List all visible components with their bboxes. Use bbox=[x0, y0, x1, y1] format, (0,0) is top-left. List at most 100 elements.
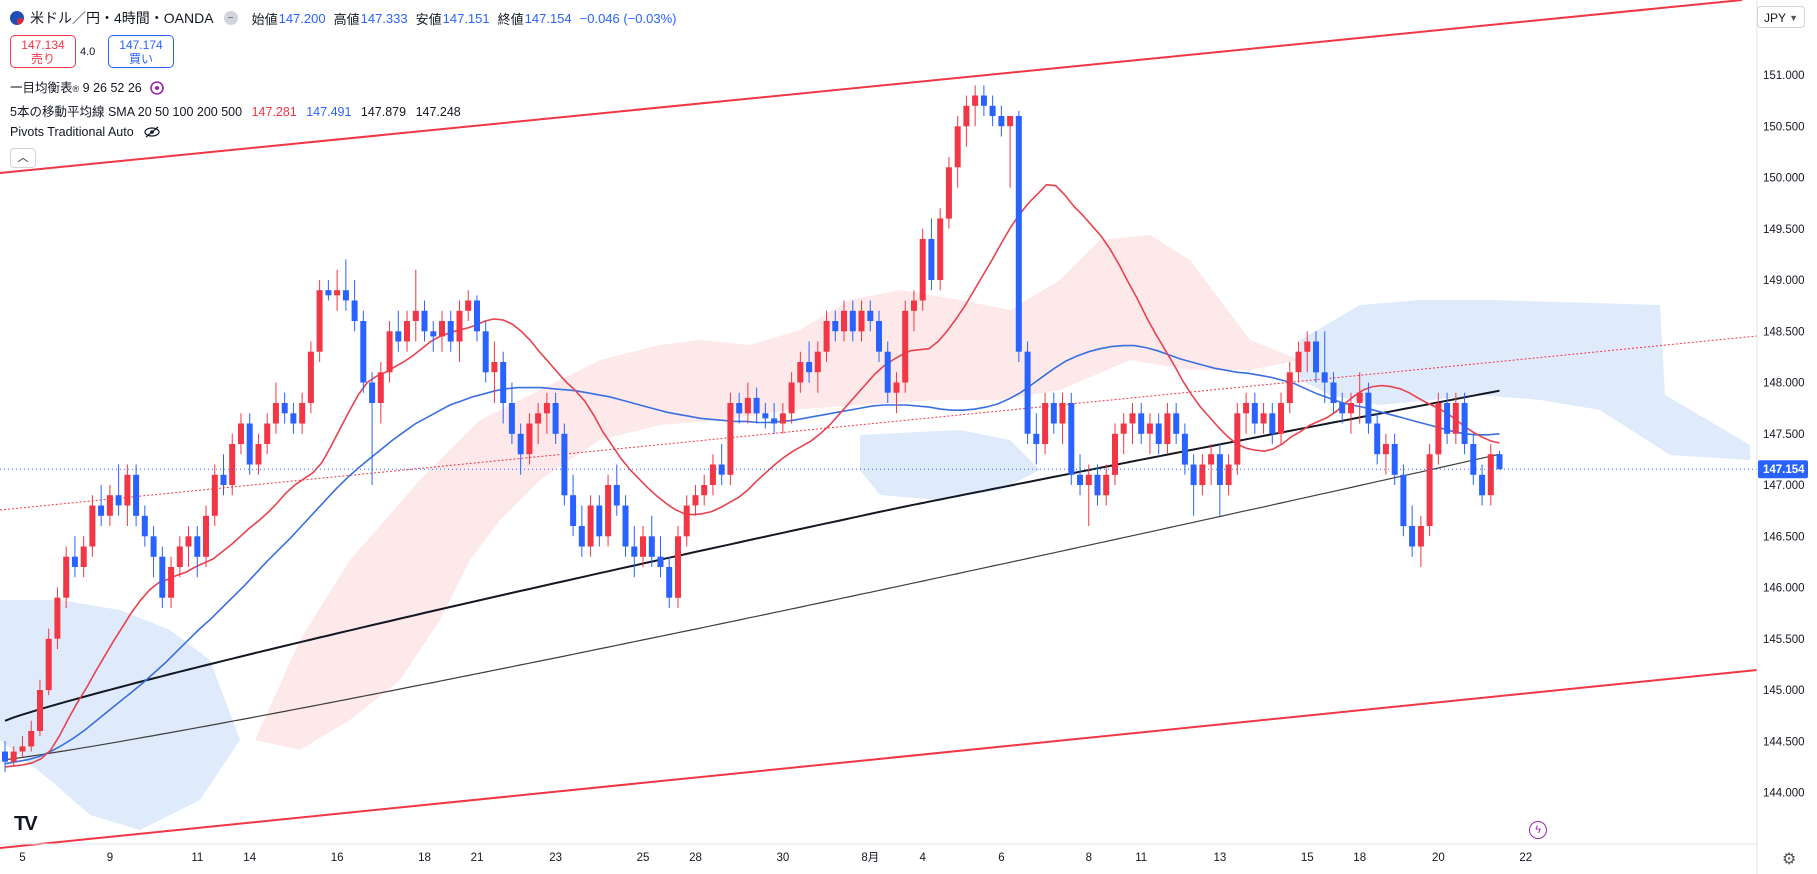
sma50-line[interactable] bbox=[4, 344, 1500, 765]
candle[interactable] bbox=[456, 300, 463, 363]
candle[interactable] bbox=[1173, 403, 1180, 444]
candle[interactable] bbox=[377, 362, 384, 424]
candle[interactable] bbox=[1461, 392, 1468, 455]
lower-channel-line[interactable] bbox=[0, 669, 1758, 849]
candle[interactable] bbox=[439, 310, 445, 352]
candle[interactable] bbox=[928, 218, 935, 291]
candle[interactable] bbox=[1417, 515, 1424, 567]
candle[interactable] bbox=[1330, 372, 1337, 414]
candle[interactable] bbox=[701, 474, 708, 506]
candle[interactable] bbox=[474, 295, 480, 342]
candle[interactable] bbox=[185, 526, 192, 567]
candle[interactable] bbox=[963, 95, 970, 147]
candle[interactable] bbox=[648, 515, 655, 567]
candle[interactable] bbox=[867, 300, 874, 332]
candle[interactable] bbox=[692, 485, 699, 516]
candle[interactable] bbox=[141, 505, 148, 547]
sma-legend[interactable]: 5本の移動平均線 SMA 20 50 100 200 500 147.281 1… bbox=[10, 101, 461, 120]
candle[interactable] bbox=[945, 157, 952, 229]
candle[interactable] bbox=[307, 341, 314, 414]
candle[interactable] bbox=[89, 495, 96, 557]
candle[interactable] bbox=[1059, 392, 1066, 444]
candle[interactable] bbox=[19, 736, 26, 757]
candle[interactable] bbox=[989, 95, 996, 127]
pivots-legend[interactable]: Pivots Traditional Auto bbox=[10, 125, 161, 139]
candle[interactable] bbox=[421, 300, 428, 342]
candle[interactable] bbox=[1426, 444, 1433, 537]
candle[interactable] bbox=[1356, 372, 1363, 424]
candle[interactable] bbox=[1112, 423, 1118, 486]
candle[interactable] bbox=[150, 526, 157, 578]
candle[interactable] bbox=[1251, 392, 1258, 434]
candle[interactable] bbox=[404, 310, 410, 352]
candle[interactable] bbox=[1181, 423, 1188, 475]
candle[interactable] bbox=[1286, 362, 1293, 414]
candle[interactable] bbox=[1243, 392, 1250, 434]
candle[interactable] bbox=[718, 444, 725, 485]
candle[interactable] bbox=[45, 628, 52, 696]
candle[interactable] bbox=[570, 474, 577, 537]
candle[interactable] bbox=[54, 587, 61, 650]
candle[interactable] bbox=[1295, 341, 1302, 383]
candle[interactable] bbox=[386, 321, 393, 383]
candle[interactable] bbox=[1129, 403, 1136, 444]
plot-area[interactable] bbox=[0, 0, 1757, 844]
candle[interactable] bbox=[115, 464, 122, 516]
candle[interactable] bbox=[255, 433, 262, 475]
candle[interactable] bbox=[841, 300, 847, 342]
candle[interactable] bbox=[71, 536, 78, 578]
candle[interactable] bbox=[666, 556, 673, 608]
candle[interactable] bbox=[2, 741, 8, 772]
ichimoku-legend[interactable]: 一目均衡表® 9 26 52 26 bbox=[10, 77, 165, 96]
candle[interactable] bbox=[1260, 403, 1267, 434]
candle[interactable] bbox=[281, 392, 288, 424]
eye-off-icon[interactable] bbox=[143, 125, 161, 139]
candle[interactable] bbox=[1409, 505, 1416, 557]
candle[interactable] bbox=[316, 280, 323, 362]
candle[interactable] bbox=[508, 382, 515, 445]
flash-icon[interactable]: ϟ bbox=[1529, 821, 1547, 839]
candle[interactable] bbox=[1452, 392, 1459, 444]
candle[interactable] bbox=[640, 526, 646, 567]
candle[interactable] bbox=[447, 310, 454, 352]
candle[interactable] bbox=[299, 392, 306, 434]
sma20-line[interactable] bbox=[4, 183, 1500, 768]
candle[interactable] bbox=[858, 300, 865, 342]
candle[interactable] bbox=[1164, 403, 1171, 455]
candle[interactable] bbox=[1077, 454, 1083, 496]
candle[interactable] bbox=[893, 372, 900, 414]
candle[interactable] bbox=[334, 269, 341, 311]
candle[interactable] bbox=[613, 464, 620, 516]
candle[interactable] bbox=[238, 413, 244, 455]
candle[interactable] bbox=[1487, 444, 1494, 506]
candle[interactable] bbox=[1365, 382, 1372, 434]
tradingview-logo[interactable]: TV bbox=[14, 813, 38, 835]
candle[interactable] bbox=[465, 290, 472, 321]
candle[interactable] bbox=[246, 413, 253, 475]
candle[interactable] bbox=[1120, 413, 1127, 455]
candle[interactable] bbox=[1216, 444, 1223, 516]
cycle-icon[interactable] bbox=[149, 80, 165, 96]
candle[interactable] bbox=[517, 423, 524, 475]
candle[interactable] bbox=[1094, 464, 1101, 506]
candle[interactable] bbox=[779, 403, 786, 434]
upper-channel-line[interactable] bbox=[0, 0, 1743, 174]
candle[interactable] bbox=[1033, 413, 1040, 465]
candle[interactable] bbox=[596, 495, 603, 547]
candle[interactable] bbox=[98, 485, 105, 526]
candle[interactable] bbox=[194, 526, 201, 578]
candle[interactable] bbox=[727, 392, 734, 485]
candle[interactable] bbox=[168, 556, 175, 608]
candle[interactable] bbox=[342, 259, 349, 311]
sell-button[interactable]: 147.134 売り bbox=[10, 35, 76, 68]
sma100-line[interactable] bbox=[4, 389, 1500, 722]
candle[interactable] bbox=[1155, 413, 1162, 455]
candle[interactable] bbox=[37, 679, 43, 737]
candle[interactable] bbox=[736, 392, 743, 424]
candle[interactable] bbox=[500, 351, 507, 424]
candle[interactable] bbox=[80, 536, 87, 578]
candle[interactable] bbox=[1374, 413, 1381, 465]
candle[interactable] bbox=[823, 310, 830, 362]
